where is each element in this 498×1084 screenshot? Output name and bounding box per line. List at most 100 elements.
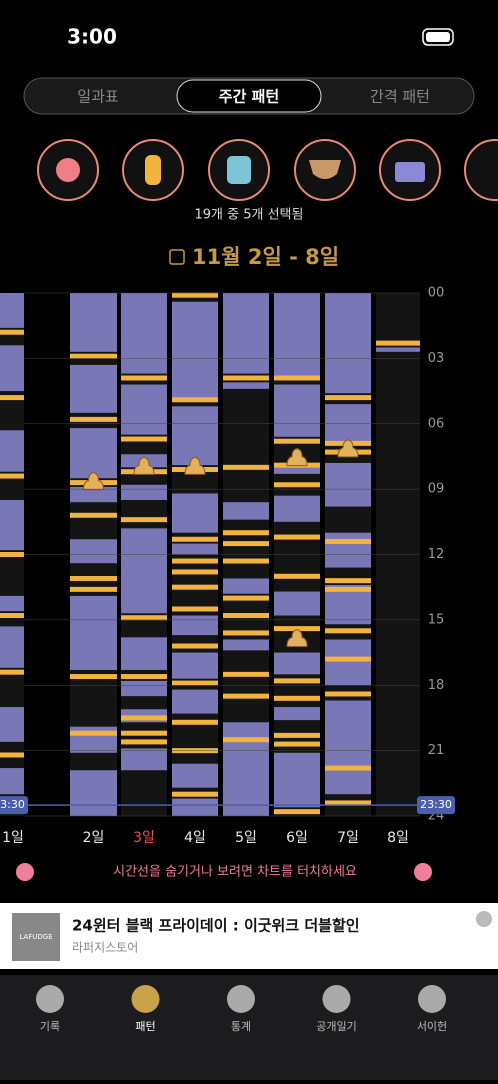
tab[interactable]: 주간 패턴 — [219, 88, 279, 106]
feed-mark — [325, 691, 371, 697]
sleep-block — [0, 595, 24, 612]
sleep-block — [172, 689, 218, 714]
feed-mark — [274, 678, 320, 684]
sleep-block — [223, 578, 269, 594]
tab[interactable]: 일과표 — [77, 88, 119, 106]
feed-mark — [325, 628, 371, 634]
sleep-block — [223, 293, 269, 374]
feed-mark — [0, 329, 24, 335]
sleep-block — [172, 652, 218, 679]
nav-icon[interactable] — [36, 985, 64, 1013]
nav: 기록 패턴 통계 공개일기 서이헌 — [36, 985, 447, 1033]
feed-mark — [172, 569, 218, 575]
y-tick-label: 18 — [428, 678, 445, 693]
time-badge — [0, 796, 28, 815]
feed-mark — [223, 464, 269, 470]
feed-mark — [325, 538, 371, 544]
sleep-block — [274, 293, 320, 376]
hint-text: 시간선을 숨기거나 보려면 차트를 터치하세요 — [113, 865, 357, 880]
feed-mark — [274, 809, 320, 815]
active-tab[interactable] — [176, 79, 322, 113]
sleep-block — [172, 301, 218, 398]
battery-level — [426, 32, 450, 42]
feed-mark — [274, 375, 320, 381]
poop-mark — [286, 448, 308, 467]
sleep-block — [172, 763, 218, 788]
ad-banner[interactable] — [0, 903, 498, 969]
weekly-chart[interactable]: 1일2일3일4일5일6일7일8일00030609121518212423:302… — [0, 286, 455, 847]
nav-icon[interactable] — [227, 985, 255, 1013]
sleep-block — [274, 752, 320, 808]
y-tick-label: 21 — [428, 743, 445, 758]
feed-mark — [274, 741, 320, 747]
icon-glyph — [56, 158, 80, 182]
sleep-block — [121, 293, 167, 374]
sleep-block — [325, 462, 371, 507]
sleep-block — [70, 364, 117, 413]
feed-mark — [274, 573, 320, 579]
feed-mark — [325, 800, 371, 806]
feed-mark — [223, 375, 269, 381]
feed-mark — [121, 517, 167, 523]
nav-icon[interactable] — [418, 985, 446, 1013]
sleep-block — [274, 462, 320, 474]
sleep-block — [172, 798, 218, 816]
sleep-block — [0, 345, 24, 392]
feed-mark — [325, 586, 371, 592]
sleep-block — [274, 384, 320, 437]
sleep-block — [274, 707, 320, 721]
feed-mark — [325, 578, 371, 584]
poop-mark — [133, 456, 155, 475]
feed-mark — [70, 674, 117, 680]
ad-info[interactable] — [476, 911, 492, 927]
nav-icon[interactable] — [322, 985, 351, 1013]
hint-icon[interactable] — [16, 863, 34, 881]
feed-mark — [70, 730, 117, 736]
sleep-block — [70, 770, 117, 816]
tab[interactable]: 간격 패턴 — [370, 88, 430, 106]
day-label: 8일 — [387, 830, 409, 846]
icon-glyph — [227, 156, 251, 184]
sleep-block — [70, 539, 117, 564]
sleep-block — [70, 293, 117, 352]
sleep-block — [325, 532, 371, 568]
nav-icon[interactable] — [131, 985, 160, 1013]
feed-mark — [172, 643, 218, 649]
nav-label: 공개일기 — [316, 1019, 356, 1033]
sleep-block — [70, 726, 117, 753]
filter-icon[interactable] — [464, 139, 498, 201]
status-time: 3:00 — [67, 25, 117, 49]
hint-close[interactable] — [414, 863, 432, 881]
feed-mark — [0, 552, 24, 557]
feed-mark — [121, 615, 167, 621]
feed-mark — [172, 397, 218, 403]
day-label: 5일 — [235, 830, 257, 846]
feed-mark — [0, 669, 24, 675]
y-tick-label: 06 — [428, 416, 445, 431]
sleep-block — [172, 543, 218, 555]
feed-mark — [70, 512, 117, 518]
poop-mark — [286, 628, 308, 647]
day-label: 1일 — [2, 830, 24, 846]
feed-mark — [223, 541, 269, 547]
feed-mark — [70, 586, 117, 592]
sleep-block — [0, 626, 24, 668]
sleep-block — [0, 293, 24, 328]
time-badge — [417, 796, 455, 815]
sleep-block — [172, 406, 218, 466]
sleep-block — [325, 639, 371, 686]
sleep-block — [121, 680, 167, 697]
sleep-block — [0, 500, 24, 551]
y-tick-label: 09 — [428, 482, 445, 497]
sleep-block — [223, 639, 269, 651]
feed-mark — [223, 595, 269, 601]
feed-mark — [274, 732, 320, 738]
sleep-block — [0, 768, 24, 795]
feed-mark — [121, 375, 167, 381]
sleep-block — [172, 615, 218, 636]
sleep-block — [376, 347, 420, 352]
feed-mark — [223, 530, 269, 536]
date-range[interactable]: 11월 2일 - 8일 — [192, 245, 339, 269]
feed-mark — [376, 340, 420, 346]
